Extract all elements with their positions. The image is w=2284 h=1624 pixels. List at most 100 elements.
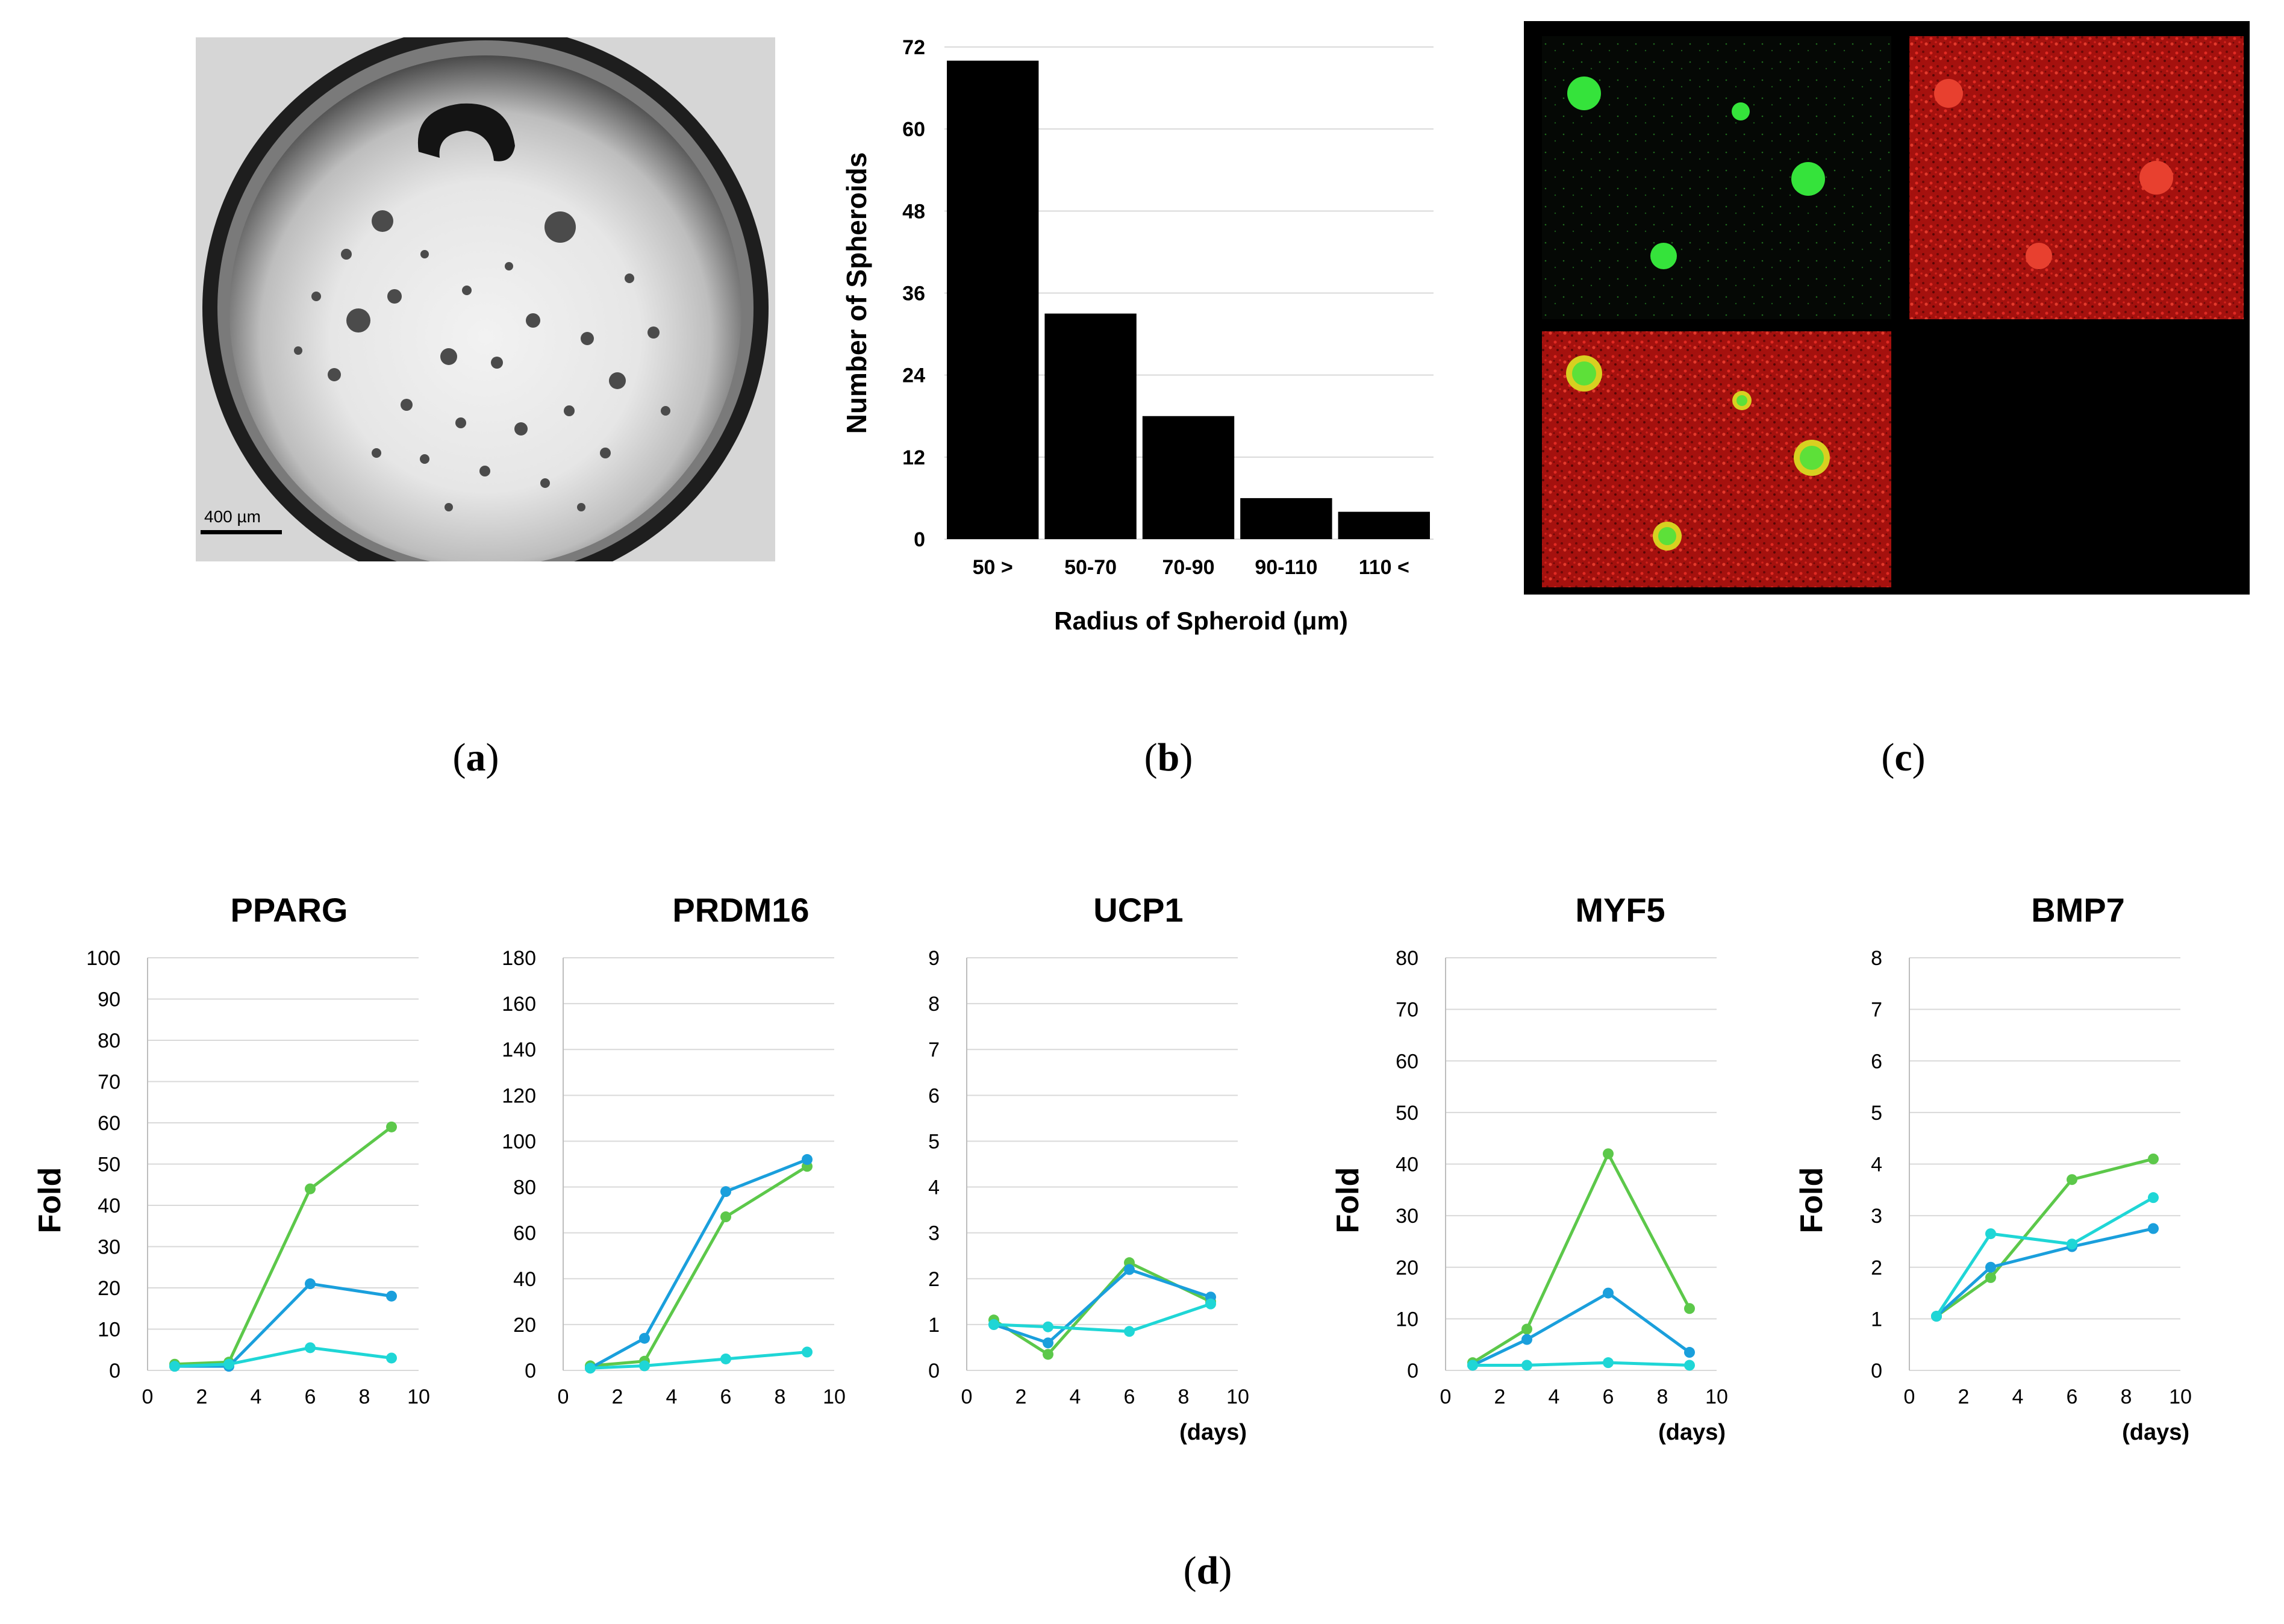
x-tick-label: 6 xyxy=(1124,1385,1135,1408)
line-chart-PPARG: PPARG 0 10 20 30 40 50 60 70 80 90 100 0 2 4 6 8 10 Fold xyxy=(33,891,430,1408)
x-tick-label: 70-90 xyxy=(1162,556,1215,579)
y-tick-label: 5 xyxy=(928,1130,940,1153)
point-cyan xyxy=(305,1342,316,1354)
y-tick-label: 6 xyxy=(928,1084,940,1107)
y-tick-label: 5 xyxy=(1871,1102,1882,1125)
point-cyan xyxy=(1521,1360,1532,1371)
x-tick-label: 8 xyxy=(1657,1385,1668,1408)
legend-green-line1: Green: Calcein-AM xyxy=(1942,390,2169,418)
red-channel xyxy=(1909,36,2244,319)
point-blue xyxy=(1124,1264,1135,1275)
y-axis-label: Number of Spheroids xyxy=(841,152,872,434)
x-tick-label: 6 xyxy=(2067,1385,2078,1408)
y-tick-label: 40 xyxy=(98,1195,120,1217)
legend-red-line1: Red: EthD-III xyxy=(1942,488,2094,516)
y-tick-label: 40 xyxy=(1396,1154,1418,1176)
line-chart-BMP7: BMP7 0 1 2 3 4 5 6 7 8 0 2 4 6 8 10 Fold (days) xyxy=(1794,891,2192,1445)
x-tick-label: 8 xyxy=(359,1385,370,1408)
x-tick-label: 90-110 xyxy=(1255,556,1317,579)
x-tick-label: 8 xyxy=(775,1385,786,1408)
y-tick-label: 60 xyxy=(98,1112,120,1135)
y-tick-label: 7 xyxy=(1871,999,1882,1022)
x-tick-label: 0 xyxy=(142,1385,154,1408)
point-cyan xyxy=(720,1353,731,1364)
point-cyan xyxy=(802,1346,813,1358)
x-tick-label: 4 xyxy=(1549,1385,1560,1408)
y-tick-label: 50 xyxy=(98,1154,120,1176)
series-line-blue xyxy=(1935,1227,2154,1317)
chart-title: BMP7 xyxy=(2031,891,2125,929)
y-tick-label: 8 xyxy=(1871,947,1882,970)
point-green xyxy=(1684,1303,1695,1314)
fluorescence-image xyxy=(1542,36,2244,587)
point-blue xyxy=(2148,1223,2159,1234)
x-tick-label: 2 xyxy=(196,1385,208,1408)
y-tick-label: 7 xyxy=(928,1038,940,1061)
series-line-cyan xyxy=(590,1351,808,1370)
series-line-cyan xyxy=(174,1346,392,1368)
x-tick-label: 50 > xyxy=(973,556,1013,579)
y-tick-label: 50 xyxy=(1396,1102,1418,1125)
x-tick-label: 2 xyxy=(1958,1385,1970,1408)
x-tick-label: 2 xyxy=(1494,1385,1506,1408)
point-cyan xyxy=(386,1352,397,1364)
y-tick-label: 1 xyxy=(1871,1308,1882,1331)
series-line-green xyxy=(1471,1150,1691,1364)
series-line-blue xyxy=(589,1158,808,1370)
point-green xyxy=(1521,1323,1532,1335)
series-line-green xyxy=(1935,1157,2154,1318)
y-axis-label: Fold xyxy=(1794,1167,1829,1234)
line-chart-MYF5: MYF5 0 10 20 30 40 50 60 70 80 0 2 4 6 8 10 Fold (days) xyxy=(1331,891,1728,1445)
y-tick-label: 30 xyxy=(98,1236,120,1259)
y-axis-label: Fold xyxy=(1331,1167,1365,1234)
point-green xyxy=(2067,1174,2077,1185)
y-tick-label: 72 xyxy=(902,36,925,59)
y-tick-label: 140 xyxy=(502,1038,536,1061)
y-axis-label: Fold xyxy=(33,1167,67,1234)
y-tick-label: 90 xyxy=(98,988,120,1011)
x-tick-label: 10 xyxy=(2169,1385,2192,1408)
legend-green-line2: (Live cell) xyxy=(1942,420,2067,448)
scale-bar xyxy=(201,530,282,534)
y-tick-label: 0 xyxy=(928,1360,940,1382)
point-cyan xyxy=(1205,1298,1216,1310)
spheroid-radius-histogram: 0 12 24 36 48 60 72 50 > 50-70 70-90 90-110 110 < Ra… xyxy=(841,36,1434,635)
x-tick-label: 10 xyxy=(407,1385,430,1408)
y-tick-label: 0 xyxy=(525,1360,536,1382)
y-tick-label: 20 xyxy=(1396,1257,1418,1279)
y-tick-label: 60 xyxy=(1396,1050,1418,1073)
y-tick-label: 100 xyxy=(502,1130,536,1153)
point-cyan xyxy=(2148,1192,2159,1204)
series-line-green xyxy=(590,1165,808,1367)
point-cyan xyxy=(1603,1357,1614,1369)
x-tick-label: 50-70 xyxy=(1064,556,1117,579)
y-tick-label: 0 xyxy=(1871,1360,1882,1382)
y-tick-label: 2 xyxy=(928,1268,940,1291)
x-tick-label: 0 xyxy=(961,1385,973,1408)
chart-title: PPARG xyxy=(231,891,348,929)
point-cyan xyxy=(1931,1311,1942,1322)
y-tick-label: 36 xyxy=(902,283,925,305)
x-tick-label: 0 xyxy=(1904,1385,1915,1408)
x-tick-label: 6 xyxy=(720,1385,732,1408)
x-tick-label: 0 xyxy=(558,1385,569,1408)
line-chart-PRDM16: PRDM16 0 20 40 60 80 100 120 140 160 180 0 2 4 6 8 10 xyxy=(502,891,846,1408)
point-blue xyxy=(720,1186,731,1198)
y-tick-label: 100 xyxy=(86,947,120,970)
x-tick-label: 110 < xyxy=(1359,556,1409,579)
chart-title: UCP1 xyxy=(1093,891,1183,929)
x-tick-label: 4 xyxy=(251,1385,262,1408)
series-line-cyan xyxy=(1473,1361,1690,1367)
point-blue xyxy=(1985,1261,1996,1273)
y-tick-label: 60 xyxy=(902,118,925,141)
point-green xyxy=(386,1121,397,1132)
point-green xyxy=(720,1211,731,1223)
y-tick-label: 80 xyxy=(98,1029,120,1052)
x-tick-label: 6 xyxy=(1603,1385,1614,1408)
point-blue xyxy=(1603,1287,1614,1299)
series-line-green xyxy=(993,1261,1212,1357)
point-green xyxy=(2148,1153,2159,1164)
point-cyan xyxy=(1467,1360,1478,1371)
bar-1 xyxy=(1044,313,1137,539)
